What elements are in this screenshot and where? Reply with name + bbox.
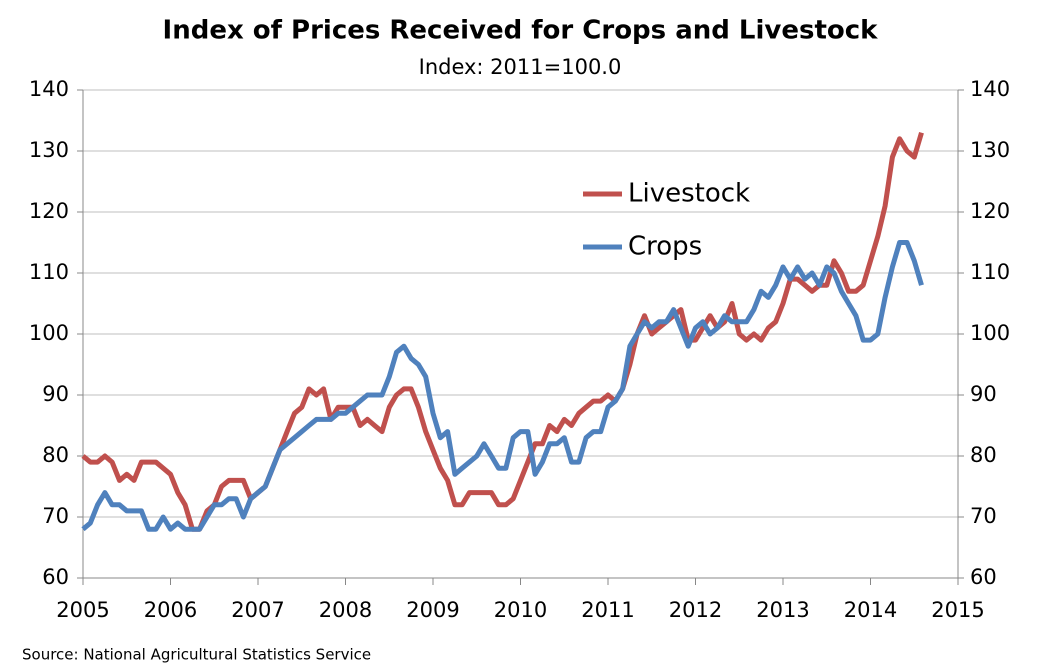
x-tick-label: 2006 — [144, 598, 197, 622]
x-tick-label: 2008 — [319, 598, 372, 622]
x-tick-label: 2010 — [494, 598, 547, 622]
y-tick-label: 130 — [29, 138, 69, 162]
y2-tick-label: 70 — [970, 504, 997, 528]
x-tick-label: 2007 — [231, 598, 284, 622]
chart-title: Index of Prices Received for Crops and L… — [163, 16, 879, 46]
x-tick-label: 2011 — [581, 598, 634, 622]
legend-label: Crops — [628, 232, 702, 262]
series-line — [81, 240, 924, 532]
y-tick-label: 60 — [42, 565, 69, 589]
x-tick-label: 2009 — [406, 598, 459, 622]
y2-tick-label: 140 — [970, 77, 1010, 101]
y2-tick-label: 80 — [970, 443, 997, 467]
y2-tick-label: 60 — [970, 565, 997, 589]
series-line — [81, 131, 924, 532]
source-note: Source: National Agricultural Statistics… — [22, 646, 371, 664]
y2-tick-label: 90 — [970, 382, 997, 406]
y-tick-label: 90 — [42, 382, 69, 406]
y-tick-label: 80 — [42, 443, 69, 467]
y-tick-label: 140 — [29, 77, 69, 101]
y-tick-label: 120 — [29, 199, 69, 223]
x-tick-label: 2012 — [669, 598, 722, 622]
x-tick-label: 2015 — [931, 598, 984, 622]
y2-tick-label: 110 — [970, 260, 1010, 284]
x-tick-label: 2014 — [844, 598, 897, 622]
y2-tick-label: 100 — [970, 321, 1010, 345]
y2-tick-label: 120 — [970, 199, 1010, 223]
y-tick-label: 70 — [42, 504, 69, 528]
x-tick-label: 2013 — [756, 598, 809, 622]
chart-subtitle: Index: 2011=100.0 — [419, 55, 622, 79]
y2-tick-label: 130 — [970, 138, 1010, 162]
y-tick-label: 100 — [29, 321, 69, 345]
legend-label: Livestock — [628, 179, 750, 209]
x-tick-label: 2005 — [56, 598, 109, 622]
y-tick-label: 110 — [29, 260, 69, 284]
